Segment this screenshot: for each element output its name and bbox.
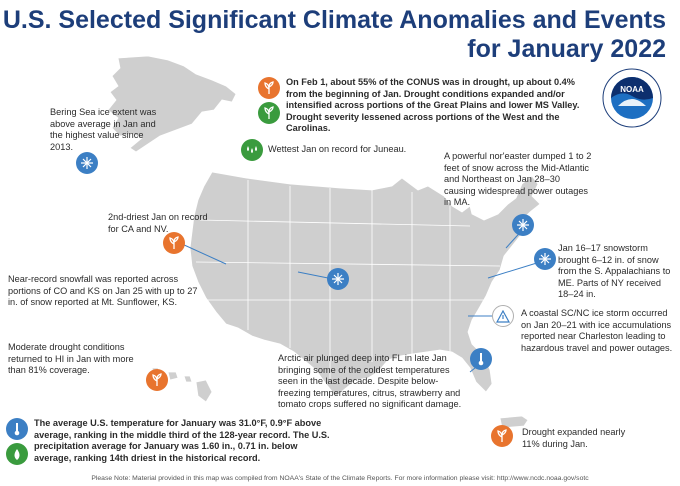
noaa-logo-text: NOAA (620, 85, 644, 94)
leader-ca-nv (181, 243, 227, 265)
title-line-2: for January 2022 (467, 35, 666, 63)
drought-improve-plant-icon (258, 102, 280, 124)
drought-hawaii-icon (146, 369, 168, 391)
footer-note: Please Note: Material provided in this m… (91, 475, 589, 482)
snowflake-snowstorm-icon (534, 248, 556, 270)
warning-triangle-icon (492, 305, 514, 327)
leader-snowstorm (487, 261, 541, 279)
rain-drops-icon (241, 139, 263, 161)
title-line-1: U.S. Selected Significant Climate Anomal… (2, 6, 666, 34)
juneau-note: Wettest Jan on record for Juneau. (268, 144, 407, 154)
snowflake-icon (512, 214, 534, 236)
alaska-shape (107, 55, 237, 153)
noaa-logo: NOAA (602, 68, 662, 128)
thermometer-icon (470, 348, 492, 370)
leader-co-ks (297, 271, 329, 279)
snowflake-co-ks-icon (327, 268, 349, 290)
co-ks-note: Near-record snowfall was reported across… (8, 274, 198, 308)
ice-extent-icon (76, 152, 98, 174)
ice-storm-note: A coastal SC/NC ice storm occurred on Ja… (521, 308, 673, 353)
thermometer-summary-icon (6, 418, 28, 440)
florida-note: Arctic air plunged deep into FL in late … (278, 353, 462, 410)
noreaster-note: A powerful nor'easter dumped 1 to 2 feet… (444, 151, 592, 208)
national-summary-note: The average U.S. temperature for January… (34, 418, 330, 463)
rain-drop-summary-icon (6, 443, 28, 465)
page-title: U.S. Selected Significant Climate Anomal… (3, 6, 666, 64)
snowstorm-note: Jan 16–17 snowstorm brought 6–12 in. of … (558, 243, 671, 300)
puerto-rico-note: Drought expanded nearly 11% during Jan. (522, 427, 626, 449)
hawaii-note: Moderate drought conditions returned to … (8, 342, 134, 376)
drought-conus-note: On Feb 1, about 55% of the CONUS was in … (286, 77, 580, 134)
ca-nv-note: 2nd-driest Jan on record for CA and NV. (108, 212, 208, 234)
bering-sea-note: Bering Sea ice extent was above average … (50, 107, 157, 152)
drought-plant-icon (258, 77, 280, 99)
drought-puerto-rico-icon (491, 425, 513, 447)
drought-ca-nv-icon (163, 232, 185, 254)
